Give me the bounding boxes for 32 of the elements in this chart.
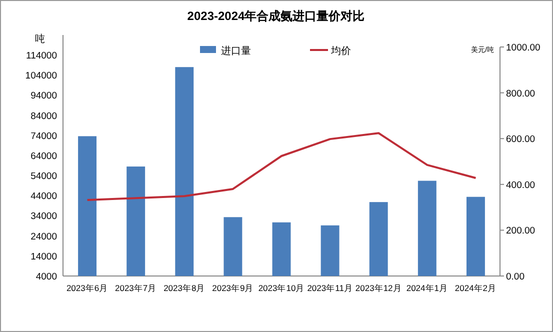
x-tick-label: 2023年6月 [66, 283, 108, 293]
x-tick-label: 2023年10月 [258, 283, 305, 293]
y-tick-label: 64000 [30, 150, 57, 162]
y-tick-label: 94000 [30, 90, 57, 102]
x-tick-label: 2023年7月 [115, 283, 157, 293]
line-series [86, 132, 477, 201]
legend-label: 均价 [330, 45, 351, 57]
y-tick-label: 34000 [30, 211, 57, 222]
y-tick-label: 14000 [30, 251, 57, 262]
y-tick-label: 104000 [25, 70, 57, 82]
x-tick-label: 2023年12月 [355, 283, 402, 293]
y-tick-label: 54000 [30, 171, 57, 182]
y-tick-label: 44000 [30, 191, 57, 202]
y-tick-label: 4000 [36, 272, 57, 282]
y2-tick-label: 400.00 [506, 180, 536, 191]
x-tick-label: 2024年1月 [406, 283, 448, 293]
y-tick-label: 114000 [26, 50, 57, 62]
y-tick-label: 84000 [30, 110, 57, 122]
x-tick-label: 2023年11月 [307, 283, 353, 293]
x-tick-label: 2023年9月 [212, 283, 254, 293]
chart-title: 2023-2024年合成氨进口量价对比 [187, 9, 365, 23]
y2-tick-label: 800.00 [506, 88, 536, 100]
x-tick-label: 2024年2月 [454, 283, 497, 293]
y2-tick-label: 600.00 [506, 134, 536, 146]
y2-tick-label: 200.00 [506, 226, 536, 237]
legend-label: 进口量 [221, 45, 251, 57]
y2-tick-label: 0.00 [506, 272, 524, 282]
y2-tick-label: 1000.00 [506, 42, 540, 54]
y-axis-title: 吨 [35, 33, 45, 45]
y-tick-label: 74000 [30, 130, 57, 142]
y-tick-label: 24000 [30, 231, 57, 242]
x-tick-label: 2023年8月 [164, 283, 206, 293]
